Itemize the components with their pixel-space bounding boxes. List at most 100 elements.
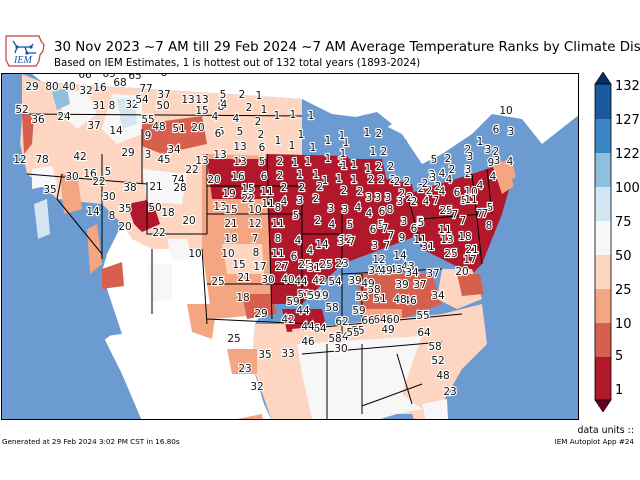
map-panel[interactable]: 1711156352564102096665298040321668653183… (1, 73, 579, 420)
district-rank-label: 13 (195, 155, 208, 167)
district-rank-label: 23 (335, 258, 348, 270)
district-rank-label: 35 (258, 349, 271, 361)
district-rank-label: 1 (322, 175, 329, 187)
district-rank-label: 6 (454, 187, 461, 199)
district-rank-label: 46 (301, 336, 315, 348)
district-rank-label: 48 (152, 121, 165, 133)
district-rank-label: 8 (253, 247, 260, 259)
district-rank-label: 43 (401, 261, 414, 273)
district-rank-label: 39 (348, 275, 361, 287)
colorbar-extend-top (594, 71, 612, 85)
district-rank-label: 64 (313, 323, 327, 335)
district-rank-label: 3 (328, 203, 335, 215)
district-rank-label: 3 (494, 155, 501, 167)
district-rank-label: 1 (310, 142, 317, 154)
district-rank-label: 24 (57, 111, 71, 123)
district-rank-label: 4 (355, 202, 362, 214)
district-rank-label: 59 (286, 296, 299, 308)
district-rank-label: 2 (255, 116, 262, 128)
district-rank-label: 39 (395, 279, 408, 291)
district-rank-label: 5 (461, 195, 468, 207)
us-climate-district-map: 1711156352564102096665298040321668653183… (2, 74, 578, 419)
district-rank-label: 51 (297, 289, 310, 301)
district-rank-label: 3 (430, 172, 437, 184)
district-rank-label: 25 (298, 259, 311, 271)
district-rank-label: 2 (390, 174, 397, 186)
district-rank-label: 1 (340, 148, 347, 160)
district-rank-label: 51 (172, 123, 185, 135)
district-rank-label: 7 (252, 233, 259, 245)
district-rank-label: 1 (325, 153, 332, 165)
district-rank-label: 20 (455, 266, 468, 278)
district-rank-label: 10 (221, 248, 234, 260)
district-rank-label: 2 (378, 174, 385, 186)
district-rank-label: 2 (277, 170, 284, 182)
district-rank-label: 65 (128, 74, 141, 82)
district-rank-label: 78 (35, 154, 48, 166)
district-rank-label: 20 (191, 122, 204, 134)
district-rank-label: 4 (439, 168, 446, 180)
district-rank-label: 58 (328, 333, 341, 345)
district-rank-label: 1 (308, 110, 315, 122)
district-rank-label: 20 (207, 174, 220, 186)
district-rank-label: 1 (298, 129, 305, 141)
district-rank-label: 4 (307, 245, 314, 257)
lake-erie (402, 169, 434, 186)
svg-text:IEM: IEM (13, 55, 32, 66)
district-rank-label: 23 (443, 386, 456, 398)
district-rank-label: 44 (301, 321, 315, 333)
district-rank-label: 6 (215, 128, 222, 140)
district-rank-label: 62 (335, 316, 348, 328)
district-rank-label: 2 (465, 144, 472, 156)
district-rank-label: 4 (446, 174, 453, 186)
colorbar-tick: 10 (615, 317, 632, 332)
district-rank-label: 22 (152, 227, 165, 239)
district-rank-label: 32 (250, 381, 263, 393)
district-rank-label: 30 (261, 274, 274, 286)
district-rank-label: 2 (388, 161, 395, 173)
district-rank-label: 6 (291, 251, 298, 263)
district-rank-label: 13 (440, 234, 453, 246)
district-rank-label: 8 (275, 233, 282, 245)
district-rank-label: 10 (188, 248, 201, 260)
district-rank-label: 9 (145, 130, 152, 142)
district-rank-label: 3 (145, 149, 152, 161)
colorbar-tick: 132 (615, 79, 640, 94)
district-rank-label: 10 (248, 204, 261, 216)
district-rank-label: 15 (232, 259, 245, 271)
district-rank-label: 7 (349, 236, 356, 248)
district-rank-label: 21 (465, 244, 478, 256)
district-rank-label: 2 (445, 153, 452, 165)
district-rank-label: 11 (260, 186, 273, 198)
district-rank-label: 17 (253, 261, 266, 273)
district-rank-label: 38 (123, 182, 136, 194)
colorbar-tick: 75 (615, 215, 632, 230)
district-rank-label: 6 (411, 223, 418, 235)
district-rank-label: 25 (444, 248, 457, 260)
district-rank-label: 7 (382, 223, 389, 235)
district-rank-label: 11 (261, 198, 274, 210)
district-rank-label: 59 (352, 305, 365, 317)
district-rank-label: 3 (297, 195, 304, 207)
district-rank-label: 7 (384, 240, 391, 252)
district-rank-label: 43 (389, 264, 402, 276)
district-rank-label: 28 (173, 182, 186, 194)
district-rank-label: 4 (233, 113, 240, 125)
district-rank-label: 13 (195, 94, 208, 106)
district-rank-label: 1 (370, 146, 377, 158)
district-rank-label: 54 (335, 331, 349, 343)
district-rank-label: 45 (157, 154, 170, 166)
district-rank-label: 1 (343, 137, 350, 149)
district-rank-label: 22 (92, 176, 105, 188)
district-rank-label: 1 (339, 130, 346, 142)
colorbar (594, 71, 612, 413)
district-rank-label: 1 (351, 174, 358, 186)
district-rank-label: 5 (417, 216, 424, 228)
district-rank-label: 49 (379, 265, 392, 277)
district-rank-label: 1 (261, 104, 268, 116)
district-rank-label: 11 (438, 224, 451, 236)
district-rank-label: 12 (13, 154, 26, 166)
district-rank-label: 4 (439, 186, 446, 198)
district-rank-label: 4 (295, 235, 302, 247)
district-rank-label: 55 (141, 114, 154, 126)
